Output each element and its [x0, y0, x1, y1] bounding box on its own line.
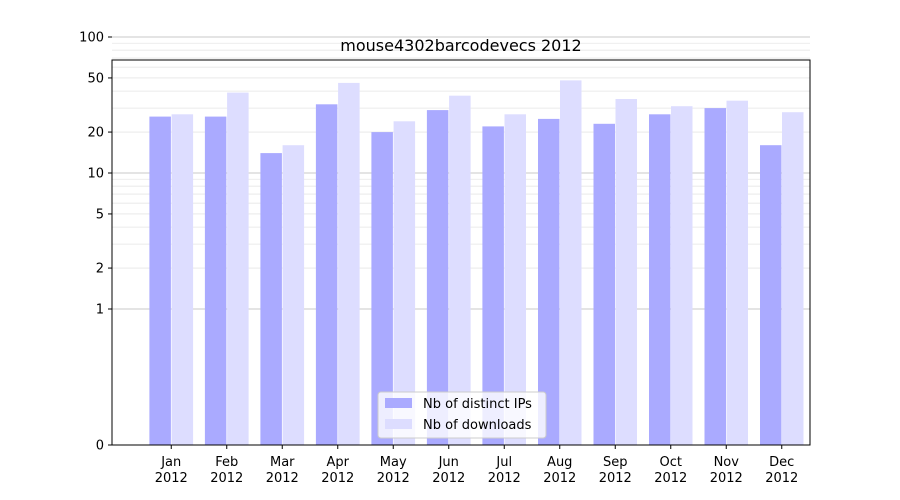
chart-title: mouse4302barcodevecs 2012: [340, 36, 581, 55]
x-tick-label: 2012: [210, 471, 243, 486]
x-tick-label: 2012: [710, 471, 743, 486]
bar-distinct-ips-5: [426, 110, 449, 445]
y-tick-label: 0: [96, 439, 104, 454]
y-tick-label: 20: [87, 126, 104, 141]
bar-downloads-8: [615, 99, 637, 445]
x-axis: Jan2012Feb2012Mar2012Apr2012May2012Jun20…: [155, 445, 798, 486]
y-tick-label: 5: [96, 207, 104, 222]
bar-distinct-ips-2: [260, 153, 282, 445]
y-tick-label: 1: [96, 303, 104, 318]
x-tick-label: 2012: [488, 471, 521, 486]
x-tick-label: Feb: [215, 455, 238, 470]
bar-downloads-2: [282, 145, 305, 445]
x-tick-label: Mar: [270, 455, 295, 470]
y-tick-label: 2: [96, 262, 104, 277]
legend-box: [377, 391, 547, 439]
bar-downloads-3: [338, 82, 360, 446]
x-tick-label: Sep: [603, 455, 628, 470]
legend: Nb of distinct IPs Nb of downloads: [377, 391, 547, 439]
x-tick-label: 2012: [765, 471, 798, 486]
x-tick-label: Jan: [160, 455, 181, 470]
bar-downloads-7: [560, 80, 582, 446]
bar-distinct-ips-8: [593, 123, 615, 446]
bar-distinct-ips-7: [538, 118, 560, 446]
legend-label-distinct-ips: Nb of distinct IPs: [423, 397, 532, 412]
y-tick-label: 100: [79, 31, 104, 46]
y-axis: 0 1 2 5 10 20 50 100: [79, 31, 112, 454]
x-tick-label: Aug: [547, 455, 572, 470]
legend-swatch-distinct-ips: [385, 398, 412, 408]
plot-frame: [111, 59, 811, 446]
x-tick-label: 2012: [543, 471, 576, 486]
x-tick-label: Oct: [660, 455, 682, 470]
x-tick-label: Apr: [327, 455, 350, 470]
bar-distinct-ips-6: [482, 126, 504, 446]
bar-distinct-ips-9: [649, 114, 671, 446]
y-tick-label: 10: [87, 167, 104, 182]
x-tick-label: Nov: [714, 455, 740, 470]
x-tick-label: 2012: [321, 471, 354, 486]
x-tick-label: Jun: [438, 455, 459, 470]
x-tick-label: 2012: [377, 471, 410, 486]
legend-swatch-downloads: [385, 419, 412, 429]
x-tick-label: 2012: [155, 471, 188, 486]
bar-downloads-6: [504, 114, 526, 446]
bar-downloads-4: [393, 121, 416, 446]
x-tick-label: Jul: [495, 455, 512, 470]
bars: [149, 80, 804, 446]
bar-distinct-ips-1: [204, 116, 227, 445]
y-tick-label: 50: [87, 71, 104, 86]
x-tick-label: May: [380, 455, 407, 470]
bar-distinct-ips-0: [149, 116, 171, 445]
legend-label-downloads: Nb of downloads: [423, 418, 532, 433]
bar-downloads-5: [449, 95, 471, 445]
bar-distinct-ips-4: [371, 132, 393, 445]
x-tick-label: 2012: [266, 471, 299, 486]
x-tick-label: Dec: [769, 455, 794, 470]
bar-downloads-9: [671, 106, 693, 445]
bar-downloads-11: [782, 112, 804, 445]
bar-distinct-ips-11: [760, 145, 782, 445]
bar-downloads-1: [227, 92, 249, 445]
bar-distinct-ips-10: [704, 108, 726, 445]
x-tick-label: 2012: [432, 471, 465, 486]
bar-downloads-10: [726, 100, 748, 445]
x-tick-label: 2012: [599, 471, 632, 486]
bar-distinct-ips-3: [315, 104, 338, 446]
x-tick-label: 2012: [654, 471, 687, 486]
bar-downloads-0: [171, 114, 194, 446]
